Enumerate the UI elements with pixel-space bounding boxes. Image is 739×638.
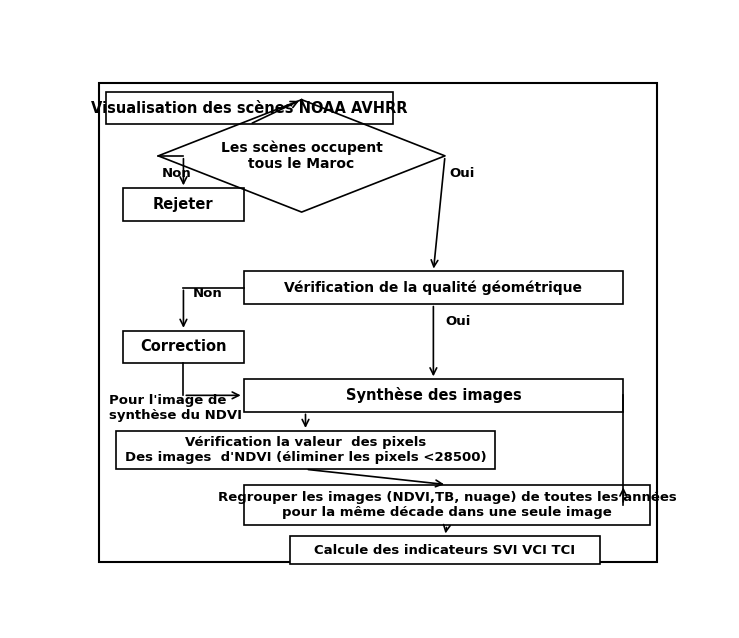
- Text: Correction: Correction: [140, 339, 227, 354]
- Text: Oui: Oui: [449, 167, 474, 181]
- Text: Visualisation des scènes NOAA AVHRR: Visualisation des scènes NOAA AVHRR: [92, 101, 408, 115]
- FancyBboxPatch shape: [290, 537, 600, 564]
- FancyBboxPatch shape: [243, 271, 623, 304]
- Text: Vérification de la qualité géométrique: Vérification de la qualité géométrique: [285, 280, 582, 295]
- FancyBboxPatch shape: [98, 83, 656, 561]
- Text: Synthèse des images: Synthèse des images: [346, 387, 521, 403]
- FancyBboxPatch shape: [123, 188, 243, 221]
- Text: Regrouper les images (NDVI,TB, nuage) de toutes les années
pour la même décade d: Regrouper les images (NDVI,TB, nuage) de…: [217, 491, 676, 519]
- FancyBboxPatch shape: [115, 431, 495, 470]
- FancyBboxPatch shape: [243, 485, 650, 524]
- Text: Les scènes occupent
tous le Maroc: Les scènes occupent tous le Maroc: [221, 140, 383, 171]
- Text: Oui: Oui: [445, 315, 471, 329]
- Text: Rejeter: Rejeter: [153, 197, 214, 212]
- Text: Non: Non: [193, 287, 223, 300]
- Text: Pour l'image de
synthèse du NDVI: Pour l'image de synthèse du NDVI: [109, 394, 242, 422]
- Text: Vérification la valeur  des pixels
Des images  d'NDVI (éliminer les pixels <2850: Vérification la valeur des pixels Des im…: [125, 436, 486, 464]
- FancyBboxPatch shape: [243, 379, 623, 412]
- Text: Non: Non: [162, 167, 192, 181]
- FancyBboxPatch shape: [123, 330, 243, 363]
- Text: Calcule des indicateurs SVI VCI TCI: Calcule des indicateurs SVI VCI TCI: [314, 544, 576, 556]
- FancyBboxPatch shape: [106, 92, 393, 124]
